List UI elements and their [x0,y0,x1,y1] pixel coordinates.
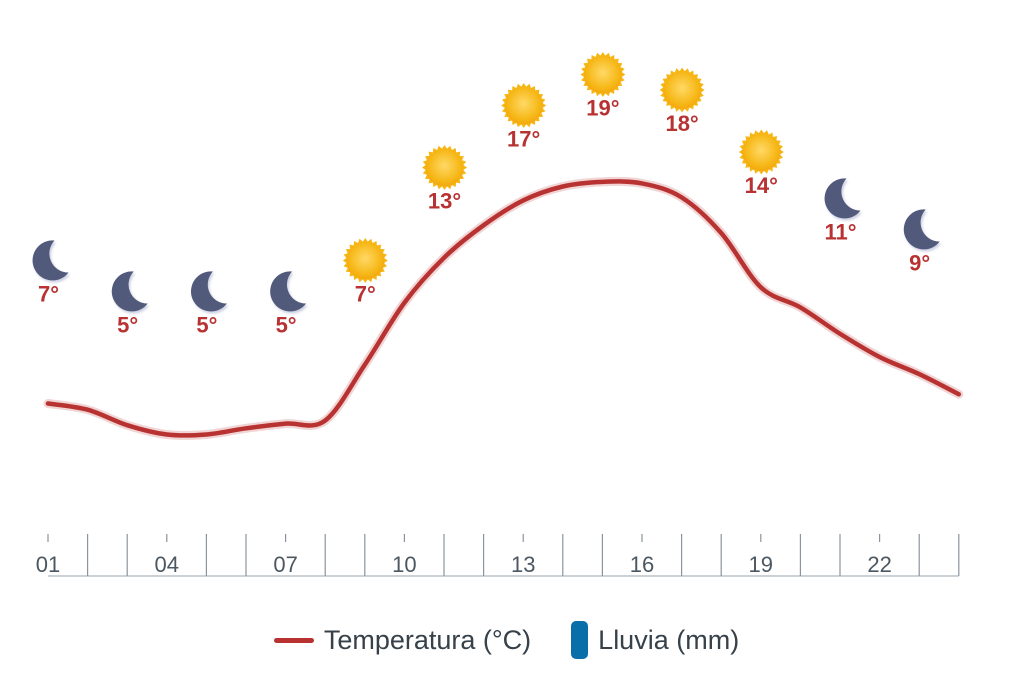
x-tick-label: 07 [273,552,297,577]
x-tick-label: 22 [867,552,891,577]
temperature-label: 5° [117,313,138,338]
forecast-point: 7° [342,238,388,307]
temperature-label: 11° [824,220,856,245]
legend-label-temperature: Temperatura (°C) [323,624,532,655]
forecast-point: 18° [659,67,705,136]
sun-icon [501,83,547,128]
forecast-point: 14° [738,129,784,198]
forecast-point: 5° [270,271,308,338]
weather-chart: 7° 5° 5° 5° 7° 13° 17° 19° 18° 14° 11° 9° 01 04 07 10 1… [32,52,964,577]
sun-icon [422,145,467,190]
forecast-point: 9° [903,209,942,276]
temperature-label: 18° [665,111,698,136]
sun-icon [659,67,705,113]
legend-label-rain: Lluvia (mm) [598,624,740,655]
temperature-label: 17° [507,127,540,152]
temperature-label: 13° [428,189,461,214]
legend-swatch-temperature [273,637,314,643]
sun-icon [342,238,388,283]
x-axis: 01 04 07 10 13 16 19 22 [36,534,960,577]
sun-icon [738,129,784,175]
temperature-label: 5° [196,313,217,338]
moon-icon [824,178,862,221]
forecast-point: 19° [580,52,626,121]
temperature-label: 7° [355,282,376,307]
moon-icon [32,240,70,283]
temperature-label: 9° [909,251,930,276]
x-tick-label: 13 [511,552,535,577]
legend-item-temperature[interactable]: Temperatura (°C) [273,624,532,656]
temperature-label: 19° [586,96,619,121]
x-tick-label: 19 [749,552,773,577]
forecast-point: 13° [422,145,467,214]
moon-icon [903,209,942,252]
forecast-point: 5° [190,271,229,338]
forecast-point: 17° [501,83,547,152]
x-tick-label: 16 [630,552,654,577]
moon-icon [190,271,229,314]
forecast-markers: 7° 5° 5° 5° 7° 13° 17° 19° 18° 14° 11° 9° [32,52,942,338]
temperature-label: 7° [38,282,59,307]
x-tick-label: 04 [155,552,179,577]
temperature-label: 5° [276,313,297,338]
temperature-line-halo [43,176,964,440]
forecast-point: 5° [111,271,150,338]
forecast-point: 11° [824,178,862,245]
moon-icon [111,271,150,314]
x-tick-label: 01 [36,552,60,577]
sun-icon [580,52,626,97]
legend-item-rain[interactable]: Lluvia (mm) [571,621,739,659]
x-tick-label: 10 [392,552,416,577]
forecast-point: 7° [32,240,70,307]
temperature-series [43,176,964,440]
legend-swatch-rain [571,621,589,659]
legend: Temperatura (°C) Lluvia (mm) [0,612,1013,668]
temperature-label: 14° [745,173,778,198]
moon-icon [270,271,308,314]
temperature-line [45,179,962,438]
